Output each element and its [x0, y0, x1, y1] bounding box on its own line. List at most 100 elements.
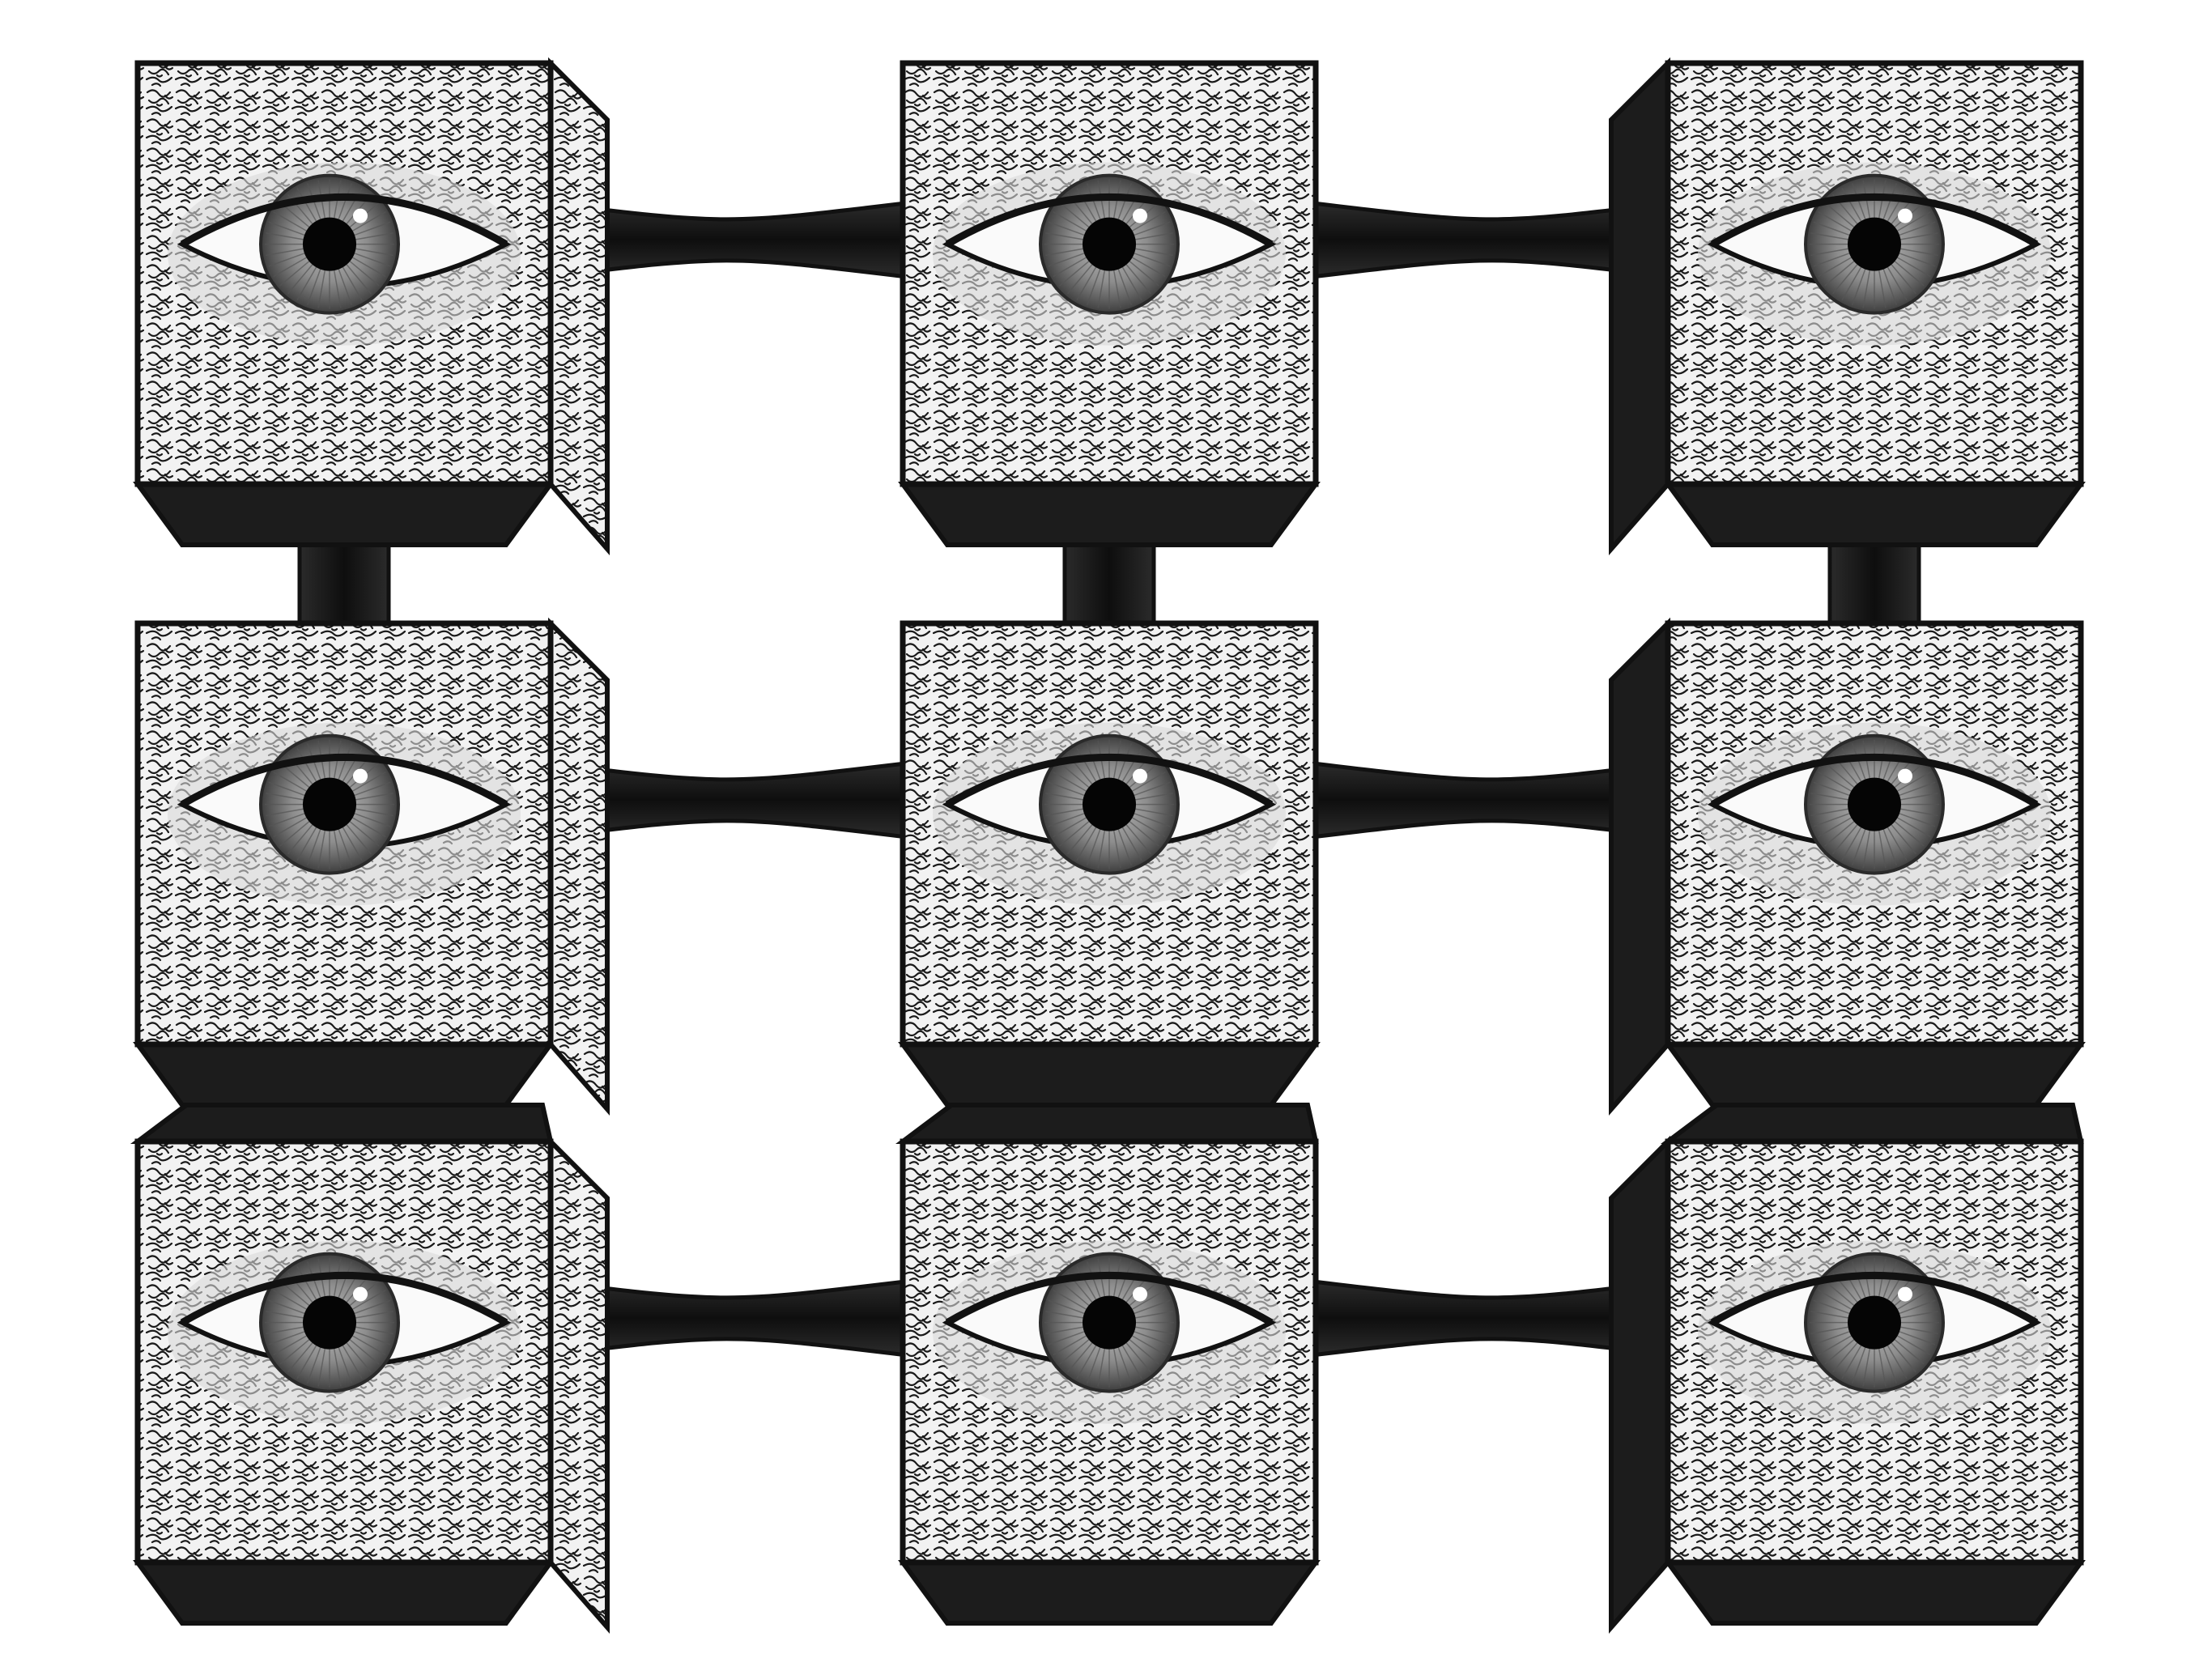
eye-upper-lid	[180, 753, 508, 808]
eye-iris-fiber	[1841, 747, 1862, 783]
eye-icon	[933, 722, 1286, 906]
eye-iris-fiber	[1882, 183, 1898, 220]
eye-iris-fiber	[1121, 187, 1142, 223]
eye-iris-fiber	[1097, 829, 1106, 869]
eye-iris-fiber	[1125, 263, 1151, 295]
cube-top-face	[130, 1103, 554, 1144]
eye-iris-fiber	[351, 816, 386, 838]
eye-iris-fiber	[279, 260, 310, 287]
eye-iris-fiber	[353, 812, 391, 827]
eye-pupil	[303, 217, 356, 271]
eye-iris-fiber	[355, 1310, 393, 1319]
eye-iris-fiber	[1862, 269, 1871, 308]
eye-upper-lid	[945, 753, 1274, 808]
eye-icon	[168, 162, 521, 346]
eye-iris-fiber	[351, 771, 386, 793]
eye-iris-fiber	[333, 1347, 342, 1387]
eye-iris-fiber	[1045, 1310, 1084, 1319]
eye-iris-fiber	[1862, 1347, 1871, 1387]
cube-r1c2	[898, 60, 1321, 547]
eye-icon	[933, 162, 1286, 346]
eye-iris-fiber	[1841, 187, 1862, 223]
eye-iris-fiber	[1841, 1265, 1862, 1301]
eye-iris-fiber	[1890, 1341, 1916, 1373]
eye-iris-fiber	[351, 1334, 386, 1356]
eye-iris-fiber	[1824, 260, 1855, 287]
eye-iris-fiber	[1818, 771, 1853, 793]
eye-iris-fiber	[266, 232, 304, 240]
eye-icon	[168, 1240, 521, 1424]
eye-iris-fiber	[268, 812, 306, 827]
eye-iris-fiber	[353, 252, 391, 267]
eye-highlight	[1133, 768, 1147, 784]
eye-iris-fiber	[1067, 823, 1094, 855]
eye-iris-fiber	[1810, 1326, 1849, 1335]
cube-side-face	[548, 57, 610, 555]
eye-highlight	[353, 1286, 368, 1302]
eye-iris-fiber	[333, 829, 342, 869]
eye-iris-fiber	[1813, 252, 1851, 267]
eye-iris-fiber	[349, 260, 380, 287]
eye-upper-lid	[1710, 1271, 2039, 1326]
eye-upper-lid	[1710, 193, 2039, 248]
cube-bottom-face	[898, 1560, 1321, 1626]
eye-iris-fiber	[1112, 269, 1121, 308]
eye-iris-fiber	[1882, 268, 1898, 306]
eye-iris-fiber	[296, 266, 317, 301]
eye-iris-fiber	[1129, 820, 1159, 847]
eye-iris-fiber	[1832, 263, 1859, 295]
cube-top-face	[1661, 1103, 2084, 1144]
eye-iris-fiber	[1898, 1330, 1936, 1346]
eye-iris-fiber	[1851, 743, 1866, 780]
eye-iris-fiber	[349, 820, 380, 847]
cube-layer	[130, 57, 2086, 1634]
eye-iris-fiber	[1086, 828, 1101, 866]
eye-iris-fiber	[1851, 1346, 1866, 1384]
cube-bottom-face	[1663, 1560, 2086, 1626]
eye-iris-fiber	[1086, 1346, 1101, 1384]
eye-iris-fiber	[338, 268, 353, 306]
eye-highlight	[353, 208, 368, 223]
eye-iris-fiber	[273, 771, 308, 793]
eye-iris-fiber	[355, 248, 393, 257]
eye-iris-fiber	[1048, 221, 1086, 236]
eye-iris-fiber	[355, 1326, 393, 1335]
eye-iris-fiber	[1133, 252, 1171, 267]
eye-iris-fiber	[1045, 232, 1084, 240]
eye-iris-fiber	[1129, 1338, 1159, 1365]
eye-iris-fiber	[1076, 1344, 1097, 1380]
eye-upper-lid	[180, 193, 508, 248]
eye-highlight	[353, 768, 368, 784]
cube-r3c2	[895, 1103, 1321, 1626]
eye-iris-fiber	[342, 1265, 363, 1301]
eye-iris-fiber	[268, 221, 306, 236]
eye-iris-fiber	[1810, 232, 1849, 240]
eye-iris-fiber	[1121, 266, 1142, 301]
eye-iris-fiber	[1112, 829, 1121, 869]
cube-bottom-face	[133, 1560, 555, 1626]
eye-iris-fiber	[1117, 268, 1133, 306]
eye-iris-fiber	[345, 263, 372, 295]
eye-iris-fiber	[1894, 260, 1925, 287]
eye-iris-fiber	[1053, 1289, 1087, 1311]
eye-iris-fiber	[266, 248, 304, 257]
eye-iris-fiber	[1059, 202, 1090, 228]
eye-iris-fiber	[317, 829, 326, 869]
eye-iris-fiber	[1841, 266, 1862, 301]
eye-iris-fiber	[1045, 248, 1084, 257]
eye-iris-fiber	[1086, 743, 1101, 780]
eye-iris-fiber	[1810, 248, 1849, 257]
eye-upper-lid	[1710, 753, 2039, 808]
eye-iris-fiber	[296, 747, 317, 783]
eye-pupil	[1848, 777, 1901, 831]
eye-iris-fiber	[353, 221, 391, 236]
eye-iris-fiber	[355, 232, 393, 240]
eye-iris-fiber	[1896, 1289, 1931, 1311]
eye-pupil	[303, 777, 356, 831]
eye-iris-fiber	[355, 792, 393, 801]
eye-iris-fiber	[1813, 221, 1851, 236]
eye-iris-fiber	[1112, 1347, 1121, 1387]
cube-bottom-face	[133, 482, 555, 547]
eye-highlight	[1133, 208, 1147, 223]
